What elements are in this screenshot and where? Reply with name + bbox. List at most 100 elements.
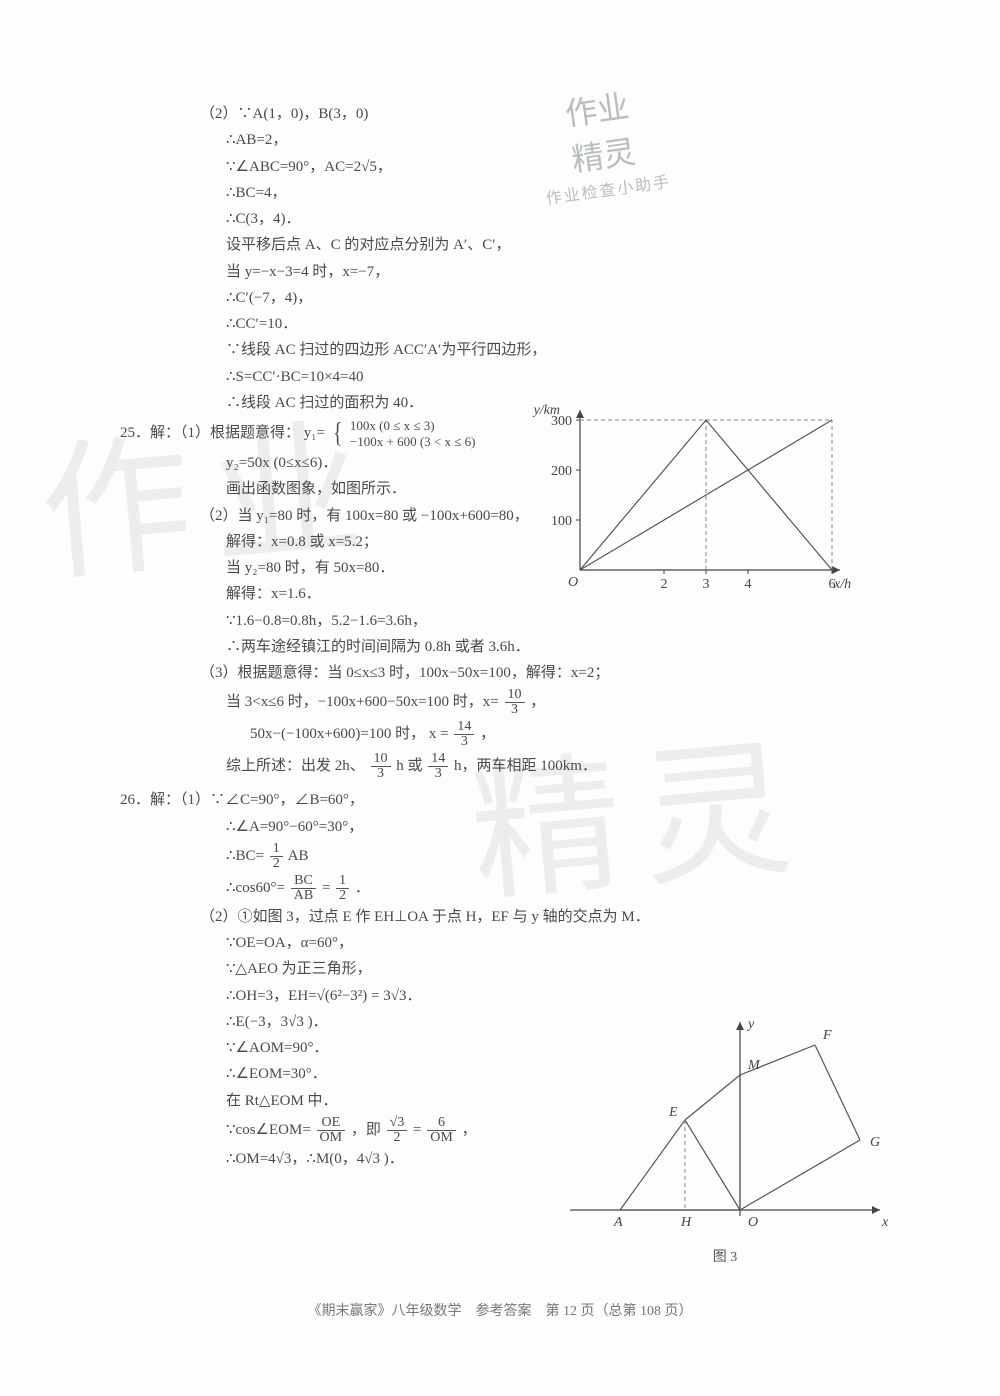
svg-text:H: H [680, 1215, 692, 1230]
p24-l8: ∴C′(−7，4)， [120, 287, 880, 310]
p25-pw-top: 100x (0 ≤ x ≤ 3) [350, 418, 435, 433]
svg-text:O: O [748, 1215, 758, 1230]
frac-d: 3 [428, 767, 448, 781]
p26-l13-suf: ， [462, 1122, 477, 1138]
p26-l13-eq: = [413, 1122, 425, 1138]
svg-text:200: 200 [551, 464, 572, 479]
frac-n: 10 [371, 752, 391, 767]
p26-l3: ∴BC= 12 AB [120, 842, 880, 871]
p24-l4: ∴BC=4， [120, 182, 880, 205]
chart2-caption: 图 3 [560, 1246, 890, 1266]
p25-l12-pre: 50x−(−100x+600)=100 时， [250, 726, 425, 742]
p26-l4: ∴cos60°= BCAB = 12 ． [120, 874, 880, 903]
frac-d: 3 [505, 703, 525, 717]
frac-r3-2: √32 [387, 1116, 408, 1145]
frac-1-2: 12 [270, 842, 283, 871]
frac-14-3: 143 [454, 720, 474, 749]
frac-6-om: 6OM [427, 1116, 456, 1145]
frac-n: 1 [270, 842, 283, 857]
svg-text:F: F [822, 1028, 832, 1043]
p26-l3-suf: AB [288, 848, 309, 864]
frac-d: AB [291, 889, 316, 903]
page-footer: 《期末赢家》八年级数学 参考答案 第 12 页（总第 108 页） [0, 1300, 1000, 1320]
p25-l13-mid: h 或 [396, 758, 426, 774]
p26-l6: ∵OE=OA，α=60°， [120, 932, 880, 955]
p25-l11: 当 3<x≤6 时，−100x+600−50x=100 时，x= 103 ， [120, 688, 880, 717]
svg-text:M: M [747, 1058, 761, 1073]
p24-l2: ∴AB=2， [120, 129, 880, 152]
p24-l6: 设平移后点 A、C 的对应点分别为 A′、C′， [120, 234, 880, 257]
frac-n: BC [291, 874, 316, 889]
svg-text:O: O [568, 575, 578, 590]
frac-14-3b: 143 [428, 752, 448, 781]
svg-text:y: y [746, 1017, 755, 1032]
chart-geometry: xyAHOEMFG 图 3 [560, 1010, 890, 1260]
frac-n: 14 [454, 720, 474, 735]
frac-d: 2 [336, 889, 349, 903]
brace-icon: { [333, 421, 342, 446]
p25-l11-pre: 当 3<x≤6 时，−100x+600−50x=100 时，x= [226, 694, 499, 710]
p25-label: 25．解：（1）根据题意得： [120, 425, 300, 441]
p26-l4-eq: = [322, 880, 330, 896]
svg-text:y/km: y/km [532, 403, 560, 418]
p24-l10: ∵线段 AC 扫过的四边形 ACC′A′为平行四边形， [120, 339, 880, 362]
p26-label: 26．解：（1）∵∠C=90°，∠B=60°， [120, 789, 880, 812]
svg-text:A: A [613, 1215, 623, 1230]
frac-n: √3 [387, 1116, 408, 1131]
frac-oe-om: OEOM [317, 1116, 346, 1145]
frac-10-3b: 103 [371, 752, 391, 781]
svg-text:G: G [870, 1135, 880, 1150]
p25-l12: 50x−(−100x+600)=100 时， x = 143 ， [120, 720, 880, 749]
svg-text:2: 2 [661, 577, 668, 592]
chart1-svg: 2346100200300Ox/hy/km [510, 390, 860, 610]
p26-l3-pre: ∴BC= [226, 848, 264, 864]
p25-l11-suf: ， [530, 694, 545, 710]
frac-n: 1 [336, 874, 349, 889]
frac-n: 10 [505, 688, 525, 703]
frac-d: OM [317, 1131, 346, 1145]
frac-d: 2 [270, 857, 283, 871]
frac-1-2b: 12 [336, 874, 349, 903]
svg-text:x: x [881, 1215, 889, 1230]
chart2-svg: x y A H O E M F G [560, 1010, 890, 1260]
p24-l1: （2）∵A(1，0)，B(3，0) [120, 103, 880, 126]
frac-d: OM [427, 1131, 456, 1145]
p25-y1-prefix: y₁= [304, 425, 325, 441]
svg-text:100: 100 [551, 514, 572, 529]
frac-d: 3 [454, 735, 474, 749]
frac-10-3: 103 [505, 688, 525, 717]
p25-l13-suf: h，两车相距 100km． [454, 758, 597, 774]
svg-text:x/h: x/h [833, 577, 851, 592]
p24-l11: ∴S=CC′·BC=10×4=40 [120, 366, 880, 389]
p26-l8: ∴OH=3，EH=√(6²−3²) = 3√3． [120, 985, 880, 1008]
p24-l7: 当 y=−x−3=4 时，x=−7， [120, 261, 880, 284]
frac-d: 2 [387, 1131, 408, 1145]
chart-distance-time: 2346100200300Ox/hy/km [510, 390, 860, 610]
p26-l7: ∵△AEO 为正三角形， [120, 958, 880, 981]
p24-l3: ∵∠ABC=90°，AC=2√5， [120, 156, 880, 179]
frac-d: 3 [371, 767, 391, 781]
p26-l13-mid: ，即 [351, 1122, 385, 1138]
frac-n: OE [317, 1116, 346, 1131]
p25-piecewise: 100x (0 ≤ x ≤ 3) −100x + 600 (3 < x ≤ 6) [350, 418, 476, 449]
p26-l5: （2）①如图 3，过点 E 作 EH⊥OA 于点 H，EF 与 y 轴的交点为 … [120, 906, 880, 929]
p25-l10: （3）根据题意得：当 0≤x≤3 时，100x−50x=100，解得：x=2； [120, 662, 880, 685]
svg-text:E: E [668, 1105, 678, 1120]
p26-l4-suf: ． [355, 880, 370, 896]
frac-n: 6 [427, 1116, 456, 1131]
p26-l4-pre: ∴cos60°= [226, 880, 285, 896]
p25-pw-bot: −100x + 600 (3 < x ≤ 6) [350, 434, 476, 449]
p25-l12-suf: ， [480, 726, 495, 742]
frac-bc-ab: BCAB [291, 874, 316, 903]
p25-l8: ∵1.6−0.8=0.8h，5.2−1.6=3.6h， [120, 610, 880, 633]
p25-l13: 综上所述：出发 2h、 103 h 或 143 h，两车相距 100km． [120, 752, 880, 781]
p25-l12-x: x = [429, 726, 449, 742]
frac-n: 14 [428, 752, 448, 767]
p25-l13-pre: 综上所述：出发 2h、 [226, 758, 365, 774]
p24-l9: ∴CC′=10． [120, 313, 880, 336]
p24-l5: ∴C(3，4)． [120, 208, 880, 231]
p26-l2: ∴∠A=90°−60°=30°， [120, 816, 880, 839]
svg-text:4: 4 [745, 577, 752, 592]
p26-l13-pre: ∵cos∠EOM= [226, 1122, 311, 1138]
svg-text:3: 3 [703, 577, 710, 592]
